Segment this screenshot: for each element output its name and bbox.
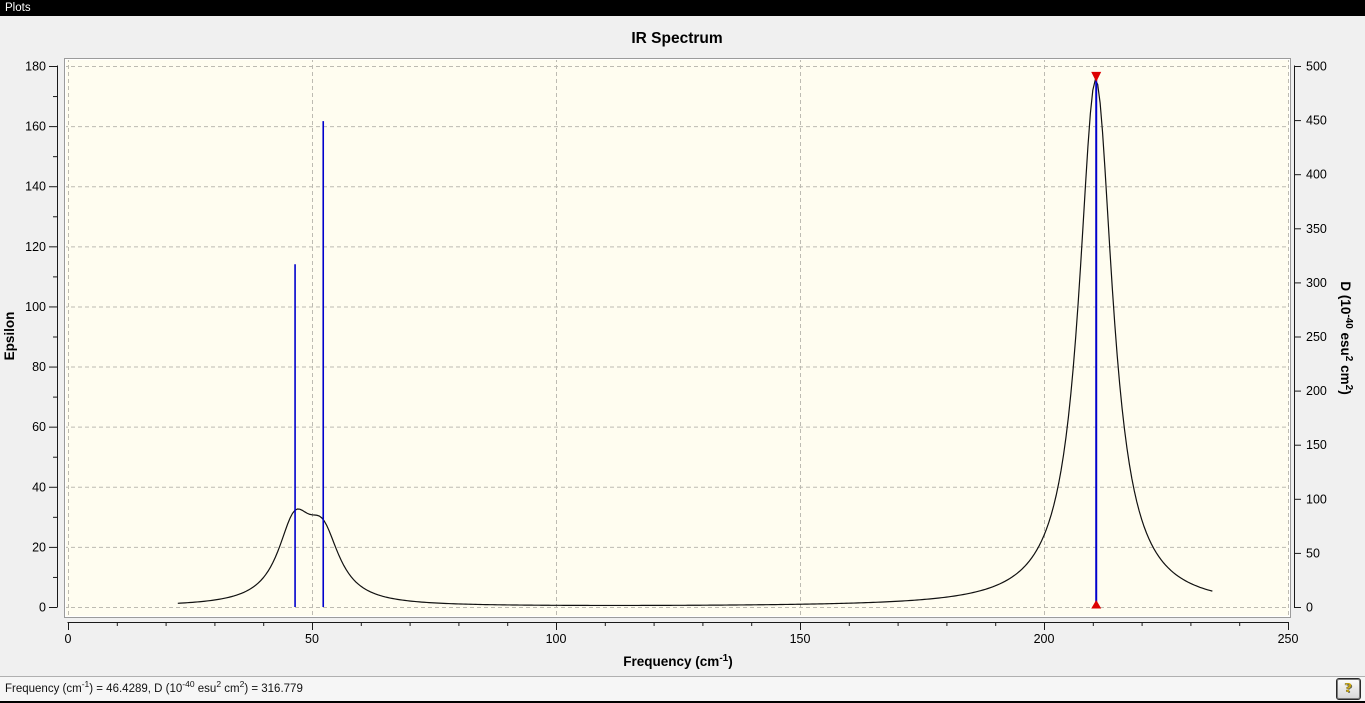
chart-panel: IR Spectrum 0 20 40 60 80 100 120 140 160 180 Epsil… (0, 16, 1365, 676)
y-left-tick-label: 20 (32, 540, 46, 554)
y-left-tick-label: 0 (39, 601, 46, 615)
x-tick-label: 100 (546, 632, 567, 646)
x-tick-label: 50 (305, 632, 319, 646)
y-left-tick-label: 80 (32, 360, 46, 374)
y-left-axis-title: Epsilon (2, 312, 17, 361)
y-left-tick-label: 100 (25, 300, 46, 314)
y-right-tick-label: 250 (1306, 330, 1327, 344)
x-axis: 0 50 100 150 200 250 Frequency (cm-1) (65, 622, 1299, 669)
help-icon: ? (1345, 681, 1352, 696)
y-right-tick-label: 400 (1306, 168, 1327, 182)
chart-title: IR Spectrum (631, 30, 722, 47)
y-right-tick-label: 300 (1306, 276, 1327, 290)
spectrum-curve (177, 78, 1213, 607)
y-left-tick-label: 40 (32, 480, 46, 494)
y-right-tick-label: 500 (1306, 60, 1327, 74)
y-right-tick-label: 450 (1306, 114, 1327, 128)
y-left-tick-label: 120 (25, 240, 46, 254)
grid-lines (66, 60, 1289, 616)
status-bar: Frequency (cm-1) = 46.4289, D (10-40 esu… (0, 676, 1365, 701)
peak-sticks (294, 77, 1098, 607)
x-tick-label: 200 (1034, 632, 1055, 646)
x-tick-label: 250 (1278, 632, 1299, 646)
selected-peak-top-marker[interactable] (1091, 71, 1102, 82)
y-right-tick-label: 50 (1306, 546, 1320, 560)
y-axis-left: 0 20 40 60 80 100 120 140 160 180 Epsilon (2, 60, 58, 615)
x-tick-label: 0 (65, 632, 72, 646)
y-right-axis-title: D (10-40 esu2 cm2) (1338, 281, 1354, 394)
y-right-tick-label: 350 (1306, 222, 1327, 236)
y-left-tick-label: 160 (25, 120, 46, 134)
window-title: Plots (5, 2, 31, 14)
selected-peak-markers (1091, 71, 1102, 609)
y-right-tick-label: 200 (1306, 384, 1327, 398)
help-button[interactable]: ? (1336, 678, 1361, 700)
y-right-tick-label: 0 (1306, 601, 1313, 615)
y-left-tick-label: 140 (25, 180, 46, 194)
y-left-tick-label: 60 (32, 420, 46, 434)
x-axis-title: Frequency (cm-1) (623, 653, 732, 669)
selected-peak-bottom-marker[interactable] (1091, 600, 1102, 609)
window-title-bar[interactable]: Plots (0, 0, 1365, 16)
y-axis-right: 0 50 100 150 200 250 300 350 400 450 500 D (10-40 e… (1294, 60, 1354, 615)
plot-frame (64, 58, 1291, 618)
y-right-tick-label: 100 (1306, 492, 1327, 506)
y-right-tick-label: 150 (1306, 438, 1327, 452)
y-left-tick-label: 180 (25, 60, 46, 74)
ir-spectrum-chart[interactable]: IR Spectrum 0 20 40 60 80 100 120 140 160 180 Epsil… (0, 16, 1365, 676)
status-readout: Frequency (cm-1) = 46.4289, D (10-40 esu… (5, 679, 303, 695)
plot-area[interactable] (66, 60, 1289, 616)
x-tick-label: 150 (790, 632, 811, 646)
